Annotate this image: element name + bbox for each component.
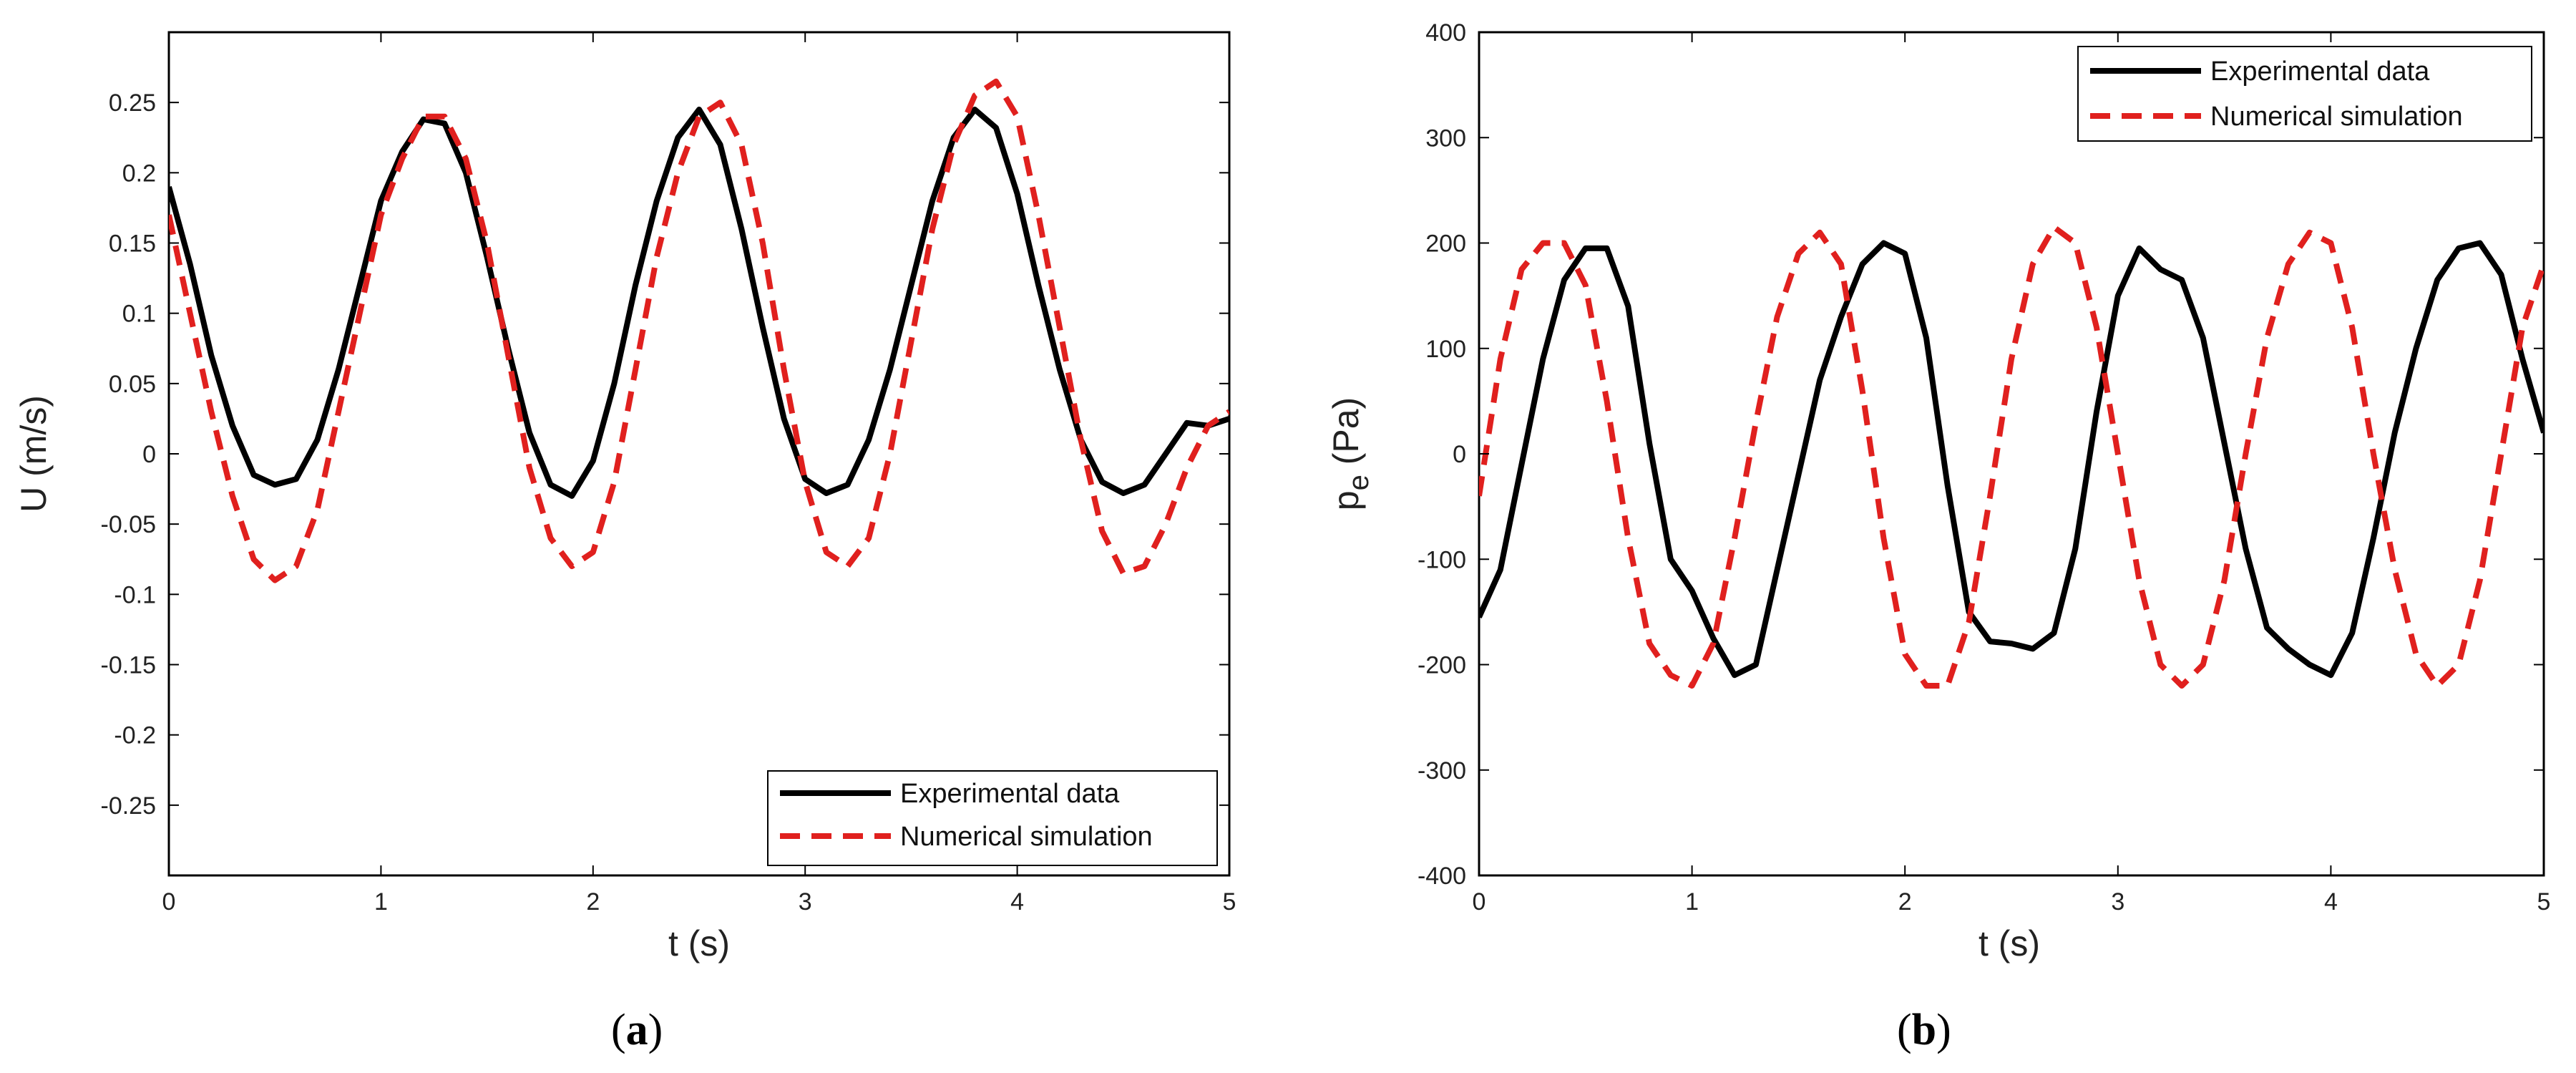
x-tick-label-a: 3 — [799, 888, 812, 916]
legend-box-b — [2077, 46, 2532, 142]
y-tick-label-a: 0 — [142, 441, 156, 468]
y-tick-label-a: -0.15 — [101, 652, 157, 679]
x-tick-label-a: 1 — [374, 888, 388, 916]
y-tick-label-a: 0.2 — [122, 160, 156, 187]
y-tick-label-b: 400 — [1425, 19, 1466, 47]
y-axis-label-b: pe (Pa) — [1326, 397, 1375, 510]
y-tick-label-a: -0.05 — [101, 511, 157, 538]
numerical-simulation-line-a — [169, 78, 1229, 583]
x-tick-label-a: 2 — [586, 888, 600, 916]
legend-box-a — [767, 770, 1218, 866]
panel-label-b: (b) — [1897, 1006, 1951, 1054]
chart-a: 0 1 2 3 4 5 -0.25 -0.2 -0.15 -0.1 -0.05 0 0.05 0.1 0.1… — [14, 31, 1236, 1054]
x-tick-label-b: 5 — [2537, 888, 2551, 916]
legend-label-numerical-a: Numerical simulation — [900, 822, 1153, 852]
plot-area-a — [167, 31, 1231, 877]
chart-b: 0 1 2 3 4 5 -400 -300 -200 -100 0 100 200 300 400 t (s… — [1326, 19, 2550, 1054]
legend-label-experimental-a: Experimental data — [900, 779, 1120, 809]
legend-a: Experimental data Numerical simulation — [767, 770, 1218, 866]
x-axis-label-b: t (s) — [1979, 923, 2040, 963]
x-axis-label-a: t (s) — [668, 923, 730, 963]
y-axis-label-a: U (m/s) — [14, 395, 54, 513]
experimental-data-line-b — [1479, 240, 2544, 679]
y-tick-label-b: 0 — [1453, 441, 1466, 468]
y-tick-label-b: 200 — [1425, 230, 1466, 258]
x-tick-label-b: 2 — [1898, 888, 1912, 916]
y-tick-label-a: -0.2 — [114, 722, 156, 749]
y-tick-label-a: 0.15 — [109, 230, 156, 258]
y-tick-label-b: -300 — [1418, 757, 1466, 785]
x-tick-label-b: 1 — [1685, 888, 1699, 916]
experimental-data-line-a — [169, 107, 1229, 499]
y-tick-label-a: 0.1 — [122, 301, 156, 328]
y-tick-label-b: 100 — [1425, 336, 1466, 363]
x-tick-label-b: 4 — [2324, 888, 2338, 916]
y-tick-label-a: -0.25 — [101, 792, 157, 820]
legend-label-experimental-b: Experimental data — [2210, 57, 2430, 87]
legend-label-numerical-b: Numerical simulation — [2210, 102, 2463, 132]
y-tick-label-b: 300 — [1425, 125, 1466, 152]
y-tick-label-a: 0.05 — [109, 371, 156, 398]
legend-b: Experimental data Numerical simulation — [2077, 46, 2532, 142]
x-tick-label-b: 0 — [1473, 888, 1486, 916]
plot-area-b — [1478, 31, 2545, 877]
x-tick-label-b: 3 — [2111, 888, 2124, 916]
x-tick-label-a: 0 — [162, 888, 176, 916]
y-tick-label-b: -400 — [1418, 863, 1466, 890]
numerical-simulation-line-b — [1479, 224, 2544, 689]
panel-label-a: (a) — [611, 1006, 663, 1054]
y-tick-label-b: -100 — [1418, 546, 1466, 573]
x-tick-label-a: 5 — [1223, 888, 1236, 916]
y-tick-label-a: 0.25 — [109, 89, 156, 117]
y-tick-label-a: -0.1 — [114, 581, 156, 608]
y-tick-label-b: -200 — [1418, 652, 1466, 679]
x-tick-label-a: 4 — [1010, 888, 1024, 916]
